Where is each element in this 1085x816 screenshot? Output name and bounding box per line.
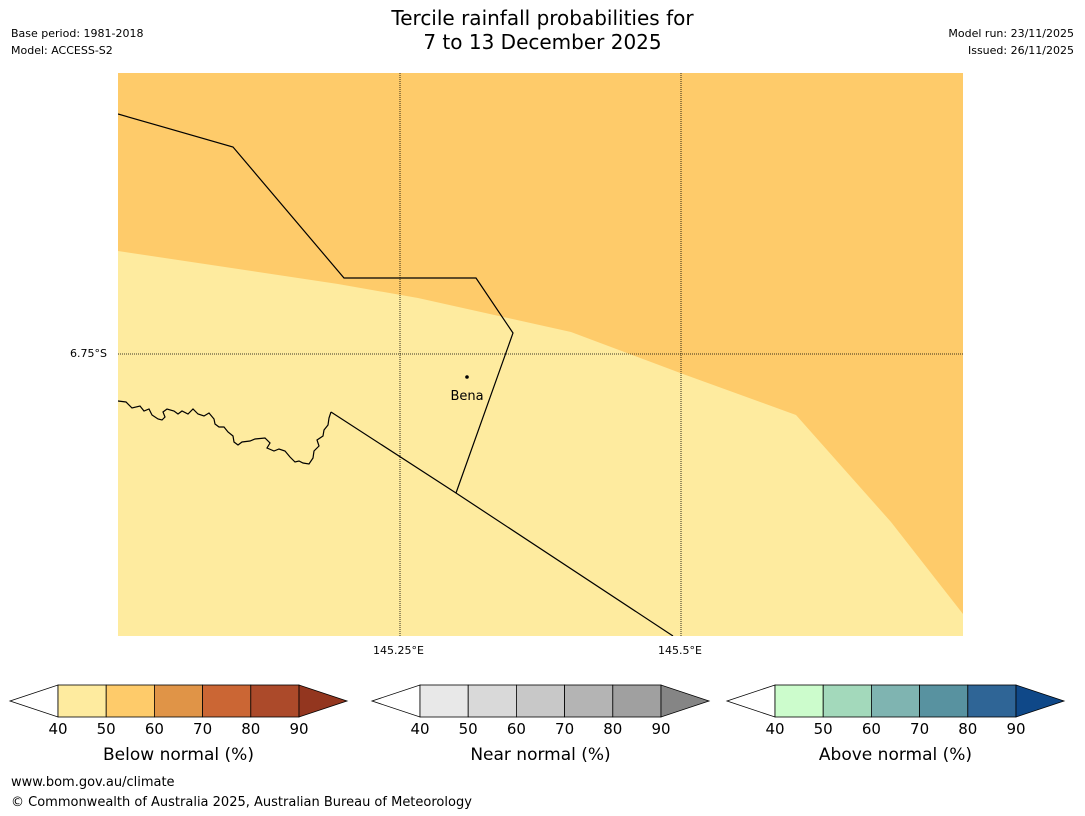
footer: www.bom.gov.au/climate © Commonwealth of… xyxy=(11,773,472,813)
model-run-text: Model run: 23/11/2025 xyxy=(948,27,1074,40)
issued-text: Issued: 26/11/2025 xyxy=(967,44,1074,57)
legend-bars: 40 50 60 70 80 90 40 50 60 70 80 90 40 50 60 70 80 90 xyxy=(8,684,1066,738)
legend-above-tick: 60 xyxy=(862,720,881,738)
legend-above-segment xyxy=(919,684,969,718)
legend-near-tick: 70 xyxy=(555,720,574,738)
legend-above-tick: 90 xyxy=(1006,720,1025,738)
legend-near-tick: 40 xyxy=(410,720,429,738)
legend-near-tick: 90 xyxy=(651,720,670,738)
legend-above-segment xyxy=(774,684,824,718)
lon-label-145-5: 145.5°E xyxy=(658,644,702,657)
zone-below-40 xyxy=(118,251,963,636)
legend-below-segment xyxy=(57,684,107,718)
legend-below-label: Below normal (%) xyxy=(103,745,254,765)
legend-below-tick: 80 xyxy=(241,720,260,738)
legend-near-label: Near normal (%) xyxy=(470,745,611,765)
province-boundary-north xyxy=(118,113,514,494)
legend-below-tick: 60 xyxy=(145,720,164,738)
legend-below-tick: 70 xyxy=(193,720,212,738)
title-line-1: Tercile rainfall probabilities for xyxy=(391,6,694,30)
meta-right: Model run: 23/11/2025 Issued: 26/11/2025 xyxy=(948,25,1074,59)
legend-near-extend-low xyxy=(370,684,421,718)
chart-title: Tercile rainfall probabilities for 7 to … xyxy=(0,6,1085,54)
legend-near-segment xyxy=(467,684,517,718)
legend-below-segment xyxy=(105,684,155,718)
forecast-map: Bena xyxy=(118,73,963,636)
meta-left: Base period: 1981-2018 Model: ACCESS-S2 xyxy=(11,25,143,59)
legend-above-label: Above normal (%) xyxy=(818,745,973,765)
legend-above-tick: 50 xyxy=(814,720,833,738)
legend-below-tick: 90 xyxy=(289,720,308,738)
legend-below-segment xyxy=(250,684,300,718)
legend-near-tick: 80 xyxy=(603,720,622,738)
legend-above-segment xyxy=(967,684,1017,718)
legend-above-extend-high xyxy=(1015,684,1066,718)
legend-near-segment xyxy=(612,684,662,718)
legend-near-segment xyxy=(564,684,614,718)
legend-above-segment xyxy=(822,684,872,718)
lat-label-6-75: 6.75°S xyxy=(70,347,107,360)
legend-below-tick: 40 xyxy=(48,720,67,738)
legend-near-tick: 50 xyxy=(459,720,478,738)
legend-below-segment xyxy=(202,684,252,718)
legend-above-tick: 80 xyxy=(958,720,977,738)
legend-below-extend-low xyxy=(8,684,59,718)
legend-near-tick: 60 xyxy=(507,720,526,738)
model-text: Model: ACCESS-S2 xyxy=(11,44,113,57)
legend-near-segment xyxy=(419,684,469,718)
legend-above-tick: 40 xyxy=(765,720,784,738)
bena-label: Bena xyxy=(450,389,483,404)
legend-below-segment xyxy=(153,684,203,718)
coastline xyxy=(118,400,332,465)
legend-below-extend-high xyxy=(298,684,349,718)
lon-label-145-25: 145.25°E xyxy=(373,644,424,657)
province-boundary-south xyxy=(330,411,674,636)
title-line-2: 7 to 13 December 2025 xyxy=(423,30,662,54)
legend-near-extend-high xyxy=(660,684,711,718)
legend-above-tick: 70 xyxy=(910,720,929,738)
legend-above-segment xyxy=(871,684,921,718)
footer-copyright: © Commonwealth of Australia 2025, Austra… xyxy=(11,795,472,810)
footer-url[interactable]: www.bom.gov.au/climate xyxy=(11,775,175,790)
legend-below-tick: 50 xyxy=(97,720,116,738)
legend-above-extend-low xyxy=(725,684,776,718)
base-period-text: Base period: 1981-2018 xyxy=(11,27,144,40)
legend-near-segment xyxy=(516,684,566,718)
bena-marker xyxy=(465,375,469,379)
